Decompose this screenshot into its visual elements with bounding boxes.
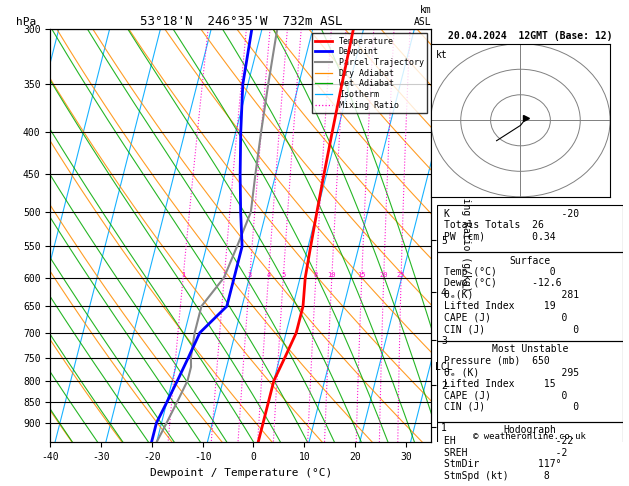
Bar <box>437 422 623 486</box>
Text: StmDir          117°: StmDir 117° <box>444 459 562 469</box>
Text: LCL: LCL <box>435 362 453 372</box>
Text: hPa: hPa <box>16 17 36 27</box>
Text: Most Unstable: Most Unstable <box>492 345 568 354</box>
Text: 20: 20 <box>379 272 388 278</box>
Y-axis label: Mixing Ratio (g/kg): Mixing Ratio (g/kg) <box>460 180 470 292</box>
Text: Hodograph: Hodograph <box>503 425 556 435</box>
Text: 10: 10 <box>328 272 336 278</box>
Text: kt: kt <box>437 50 448 60</box>
Text: Lifted Index     19: Lifted Index 19 <box>444 301 556 312</box>
Text: Surface: Surface <box>509 256 550 265</box>
Title: 53°18'N  246°35'W  732m ASL: 53°18'N 246°35'W 732m ASL <box>140 15 342 28</box>
Text: 3: 3 <box>248 272 252 278</box>
Bar <box>437 252 623 341</box>
Bar <box>437 205 623 252</box>
Text: θₑ (K)              295: θₑ (K) 295 <box>444 367 579 377</box>
Text: CIN (J)               0: CIN (J) 0 <box>444 325 579 334</box>
Text: Totals Totals  26: Totals Totals 26 <box>444 221 544 230</box>
Text: 8: 8 <box>314 272 318 278</box>
Text: 1: 1 <box>181 272 185 278</box>
Text: 4: 4 <box>266 272 270 278</box>
Text: θₑ(K)               281: θₑ(K) 281 <box>444 290 579 300</box>
Text: km
ASL: km ASL <box>414 5 431 27</box>
Text: K                   -20: K -20 <box>444 209 579 219</box>
Text: 25: 25 <box>397 272 405 278</box>
Text: CAPE (J)            0: CAPE (J) 0 <box>444 390 568 400</box>
Text: Pressure (mb)  650: Pressure (mb) 650 <box>444 356 550 365</box>
Text: Temp (°C)         0: Temp (°C) 0 <box>444 267 556 277</box>
Text: Dewp (°C)      -12.6: Dewp (°C) -12.6 <box>444 278 562 288</box>
Legend: Temperature, Dewpoint, Parcel Trajectory, Dry Adiabat, Wet Adiabat, Isotherm, Mi: Temperature, Dewpoint, Parcel Trajectory… <box>312 34 427 113</box>
Text: StmSpd (kt)      8: StmSpd (kt) 8 <box>444 471 550 481</box>
Text: Lifted Index     15: Lifted Index 15 <box>444 379 556 389</box>
Text: 5: 5 <box>281 272 286 278</box>
Text: 2: 2 <box>222 272 226 278</box>
Text: © weatheronline.co.uk: © weatheronline.co.uk <box>474 432 586 441</box>
X-axis label: Dewpoint / Temperature (°C): Dewpoint / Temperature (°C) <box>150 468 332 478</box>
Text: SREH               -2: SREH -2 <box>444 448 568 458</box>
Text: CAPE (J)            0: CAPE (J) 0 <box>444 313 568 323</box>
Text: 20.04.2024  12GMT (Base: 12): 20.04.2024 12GMT (Base: 12) <box>448 31 612 41</box>
Text: PW (cm)        0.34: PW (cm) 0.34 <box>444 232 556 242</box>
Text: CIN (J)               0: CIN (J) 0 <box>444 402 579 412</box>
Text: EH                 -22: EH -22 <box>444 436 574 446</box>
Bar <box>437 341 623 422</box>
Text: 15: 15 <box>357 272 366 278</box>
